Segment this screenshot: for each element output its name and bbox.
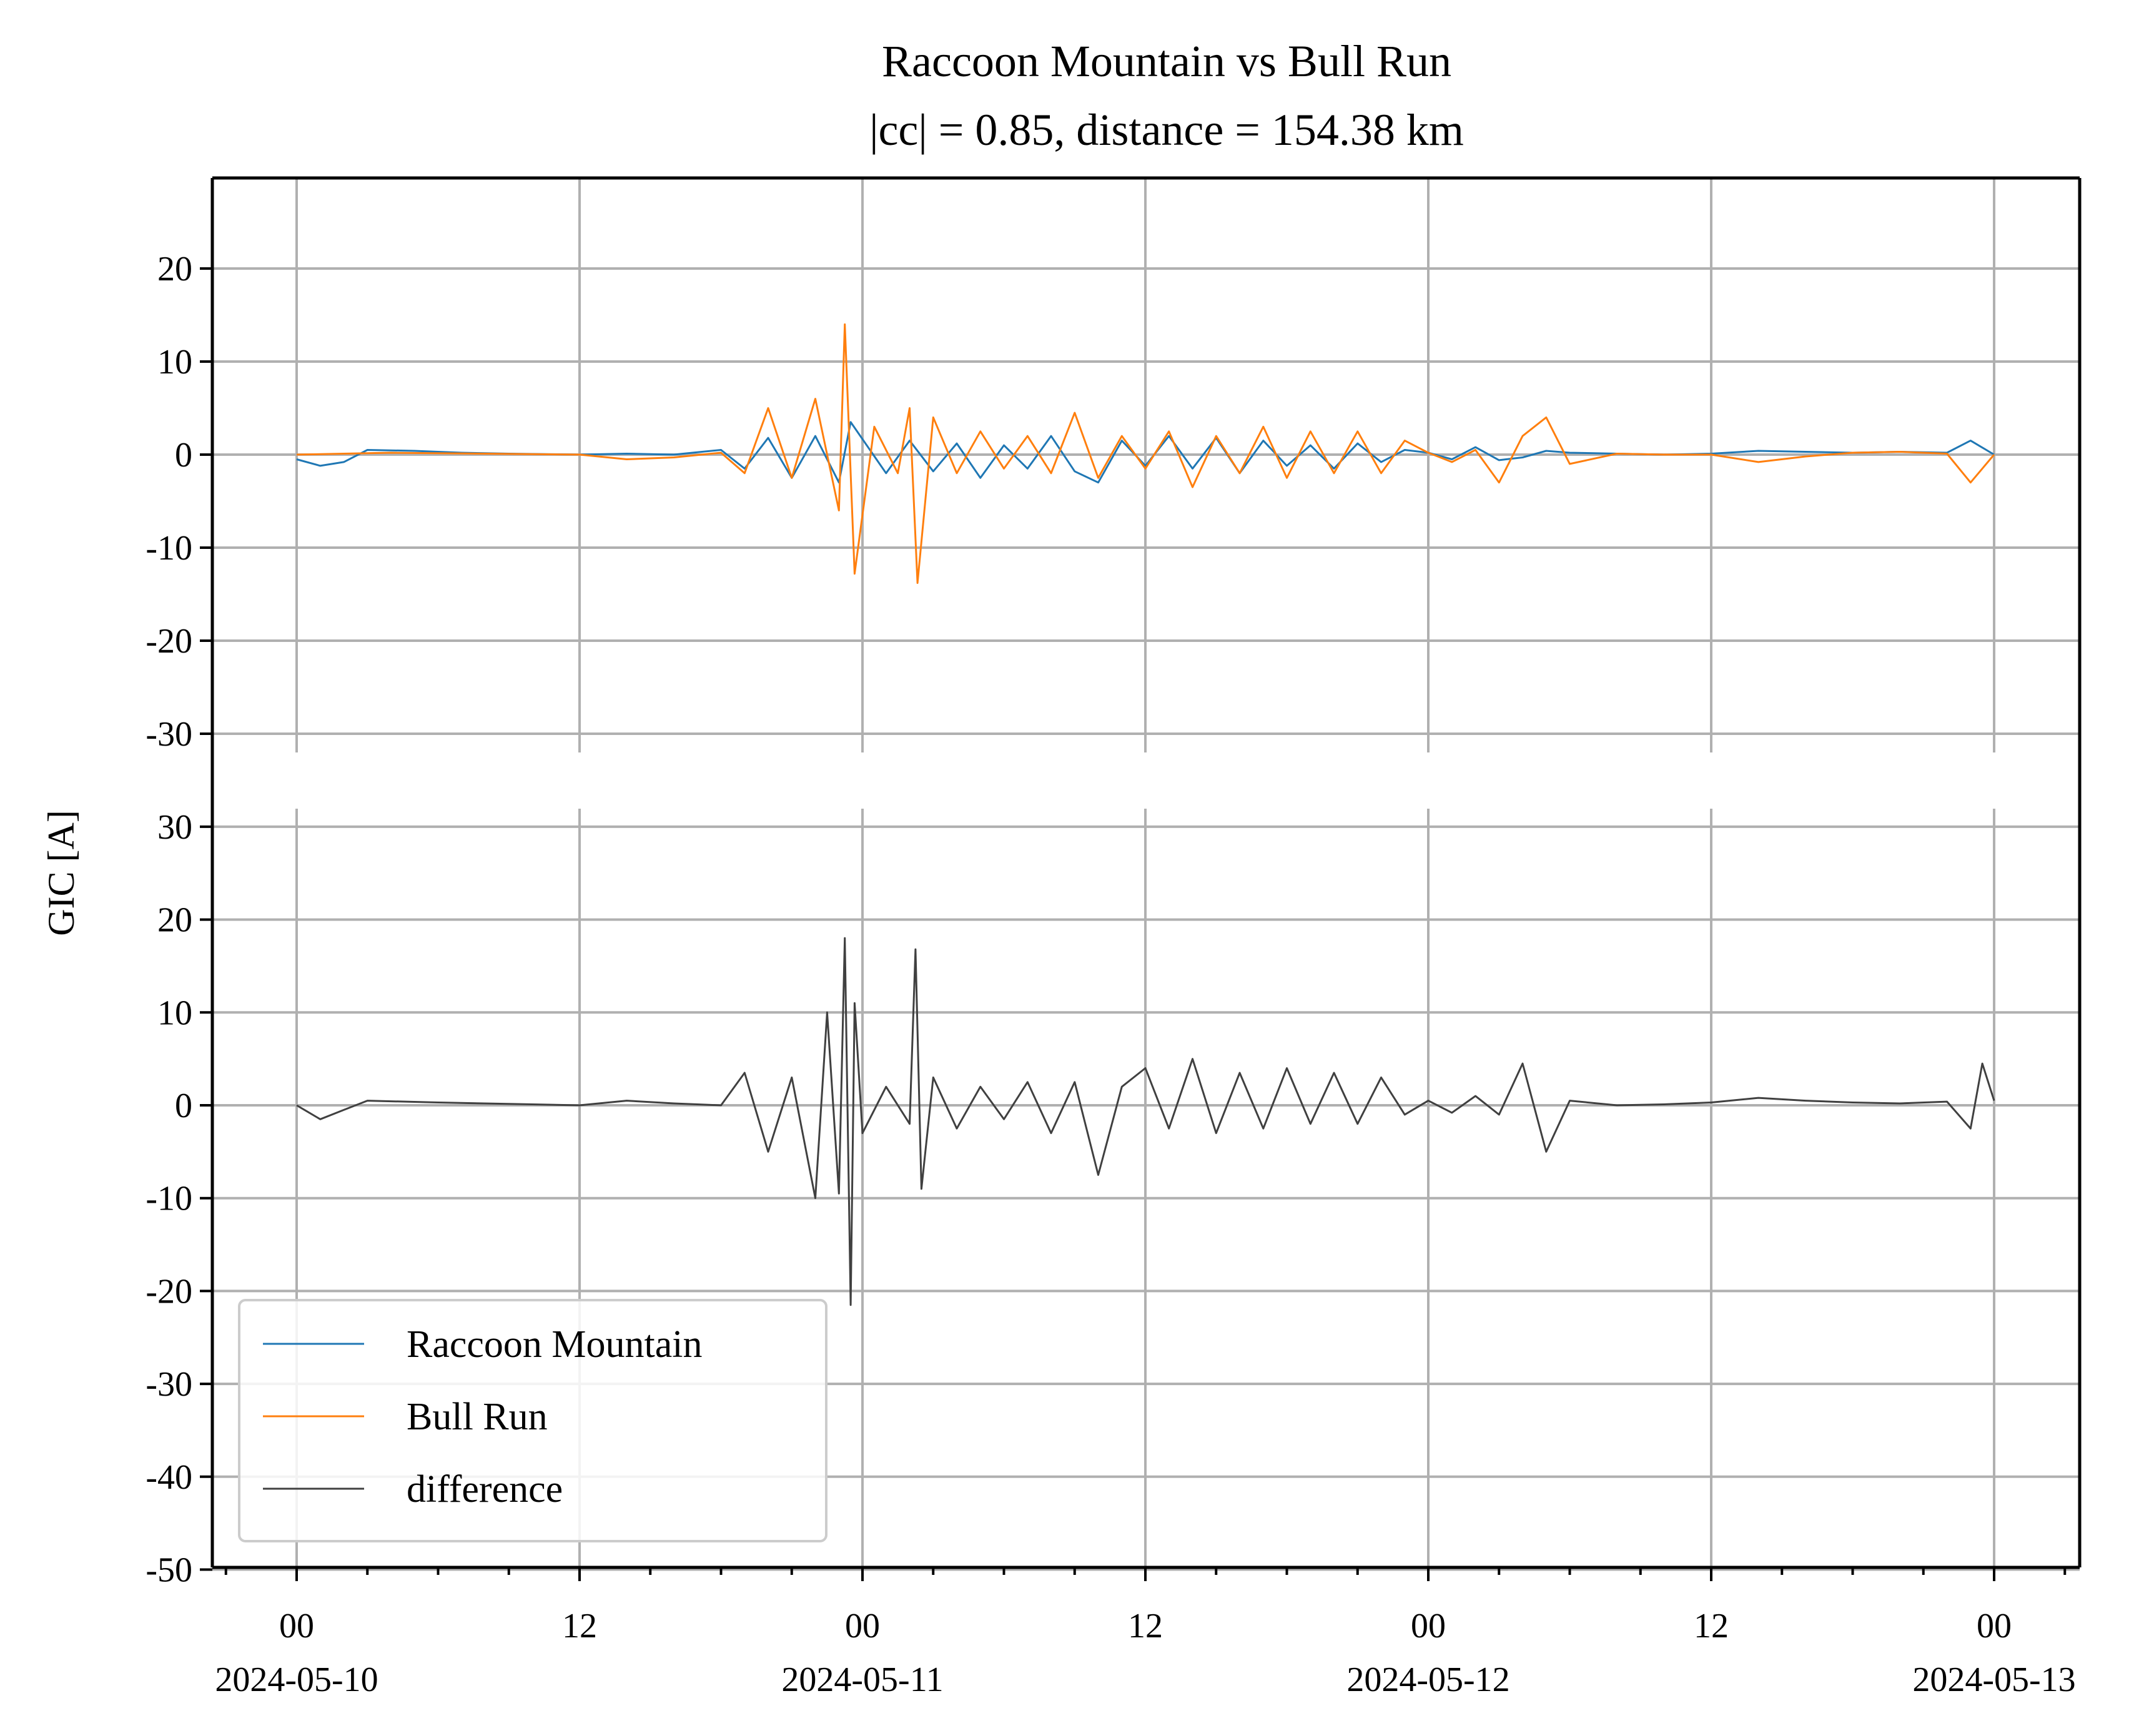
y-tick-label: -10 [146, 529, 192, 568]
y-tick-label: -30 [146, 715, 192, 754]
legend-label: Raccoon Mountain [407, 1323, 703, 1366]
x-tick-label-date: 2024-05-11 [781, 1660, 943, 1699]
y-tick-label: 10 [157, 994, 192, 1032]
legend-box [238, 1299, 827, 1542]
series-line-bull-run [296, 323, 1995, 584]
y-tick-label: 0 [175, 436, 192, 475]
x-tick-label-hour: 00 [1977, 1607, 2012, 1645]
x-tick-label-hour: 12 [562, 1607, 597, 1645]
legend: Raccoon Mountain Bull Run difference [238, 1299, 827, 1542]
x-tick-label-date: 2024-05-12 [1346, 1660, 1509, 1699]
y-tick-label: -10 [146, 1180, 192, 1218]
x-tick-label-date: 2024-05-13 [1912, 1660, 2075, 1699]
y-tick-label: -20 [146, 1272, 192, 1311]
x-tick-label-hour: 12 [1694, 1607, 1729, 1645]
series-line-raccoon-mountain [296, 421, 1995, 484]
x-tick-label-hour: 12 [1128, 1607, 1163, 1645]
y-tick-label: 0 [175, 1087, 192, 1125]
y-tick-label: 10 [157, 343, 192, 382]
y-tick-label: -20 [146, 622, 192, 661]
y-tick-label: 30 [157, 808, 192, 847]
x-tick-label-hour: 00 [1411, 1607, 1446, 1645]
panel-2: 30 20 10 0 -10 -20 -30 -40 -50 [146, 808, 2080, 1590]
x-tick-label-hour: 00 [279, 1607, 314, 1645]
plot-axes: 20 10 0 -10 -20 -30 30 20 10 0 -10 -20 -30 -40 -50 00 20… [146, 176, 2082, 1699]
x-tick-label-hour: 00 [845, 1607, 880, 1645]
y-tick-label: -40 [146, 1458, 192, 1497]
legend-label: difference [407, 1468, 563, 1511]
x-tick-label-date: 2024-05-10 [215, 1660, 378, 1699]
y-tick-label: -30 [146, 1365, 192, 1404]
chart-subtitle: |cc| = 0.85, distance = 154.38 km [869, 105, 1464, 155]
panel-gap [214, 752, 2078, 806]
y-axis-label: GIC [A] [41, 810, 82, 936]
panel-1: 20 10 0 -10 -20 -30 [146, 178, 2080, 754]
legend-label: Bull Run [407, 1396, 548, 1438]
y-tick-label: 20 [157, 901, 192, 940]
y-tick-label: 20 [157, 250, 192, 289]
y-tick-label: -50 [146, 1551, 192, 1590]
series-line-difference [296, 937, 1995, 1306]
chart-title: Raccoon Mountain vs Bull Run [882, 36, 1451, 86]
